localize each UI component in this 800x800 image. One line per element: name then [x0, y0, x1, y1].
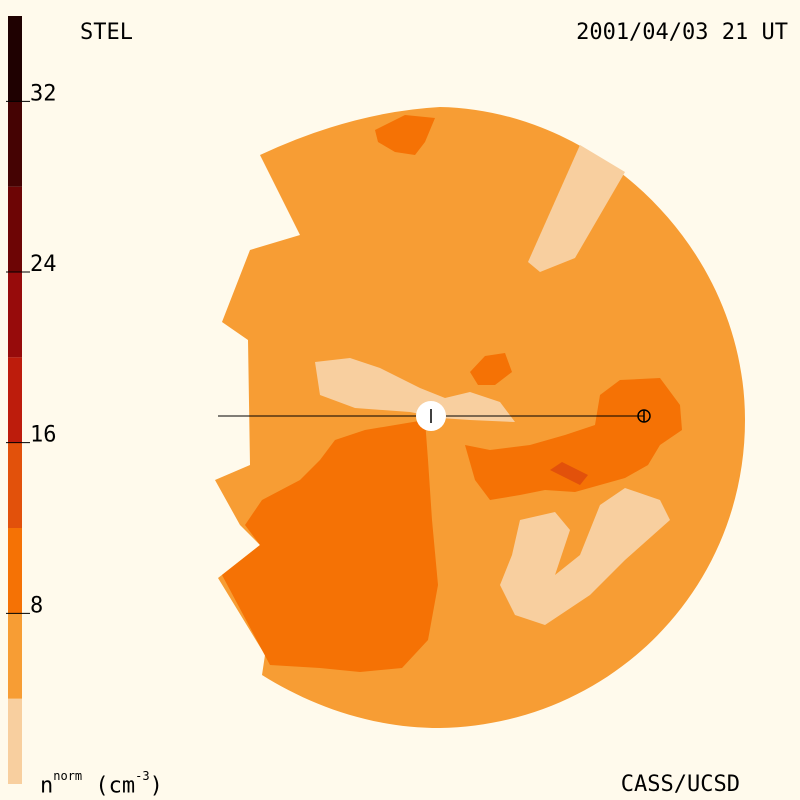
colorbar-tick-label: 24	[30, 252, 57, 277]
density-level-medium	[470, 353, 512, 385]
timestamp-label: 2001/04/03 21 UT	[576, 20, 788, 45]
credit-label: CASS/UCSD	[620, 772, 740, 797]
density-level-high	[550, 462, 588, 485]
colorbar	[8, 16, 22, 784]
colorbar-segment	[8, 528, 22, 614]
density-level-low	[315, 358, 515, 422]
density-level-medium	[375, 115, 435, 155]
colorbar-segment	[8, 698, 22, 784]
earth-icon	[637, 409, 651, 423]
colorbar-segment	[8, 442, 22, 528]
colorbar-segment	[8, 186, 22, 272]
chart-title: STEL	[80, 20, 133, 45]
colorbar-tick-label: 8	[30, 593, 43, 618]
colorbar-segment	[8, 613, 22, 699]
density-disk	[215, 107, 745, 728]
colorbar-unit-label: nnorm (cm-3)	[40, 769, 163, 799]
colorbar-segment	[8, 357, 22, 443]
density-level-low	[500, 488, 670, 625]
colorbar-segment	[8, 101, 22, 187]
colorbar-tick-label: 16	[30, 423, 57, 448]
colorbar-segment	[8, 272, 22, 358]
density-level-low	[528, 145, 625, 272]
density-level-medium	[465, 378, 682, 500]
colorbar-ticks: 8 16 24 32	[6, 81, 57, 618]
colorbar-segment	[8, 16, 22, 102]
colorbar-tick-label: 32	[30, 81, 57, 106]
density-level-medium	[222, 420, 438, 672]
